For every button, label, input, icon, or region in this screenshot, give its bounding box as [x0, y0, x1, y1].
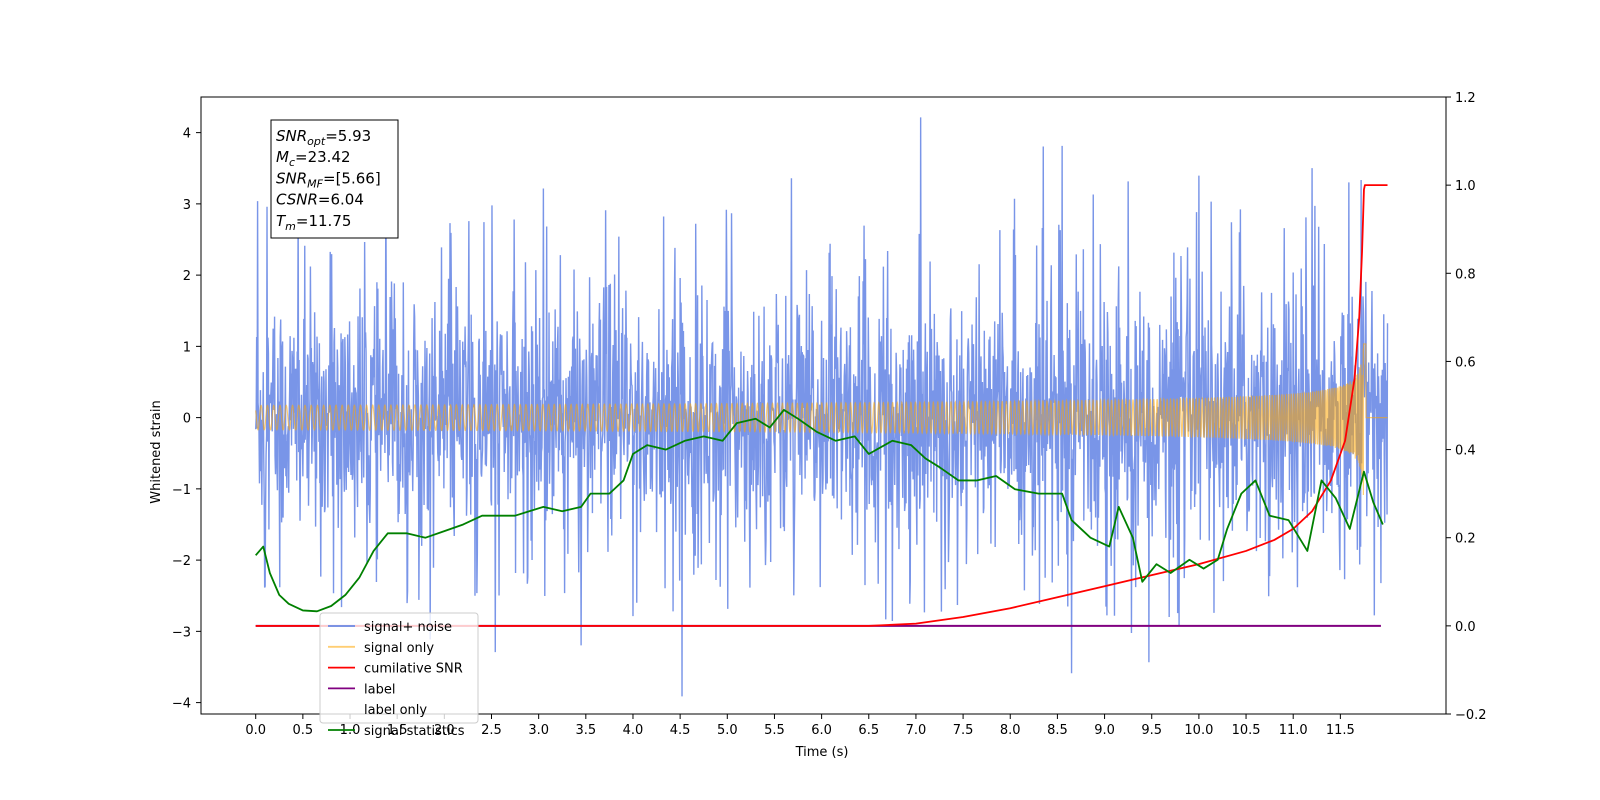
y2-tick-label: −0.2	[1455, 708, 1487, 723]
series-cumulative-snr	[255, 184, 1388, 627]
x-tick-label: 8.5	[1047, 723, 1068, 738]
x-tick-label: 10.0	[1184, 723, 1213, 738]
x-tick-label: 5.0	[717, 723, 738, 738]
plot-area	[255, 117, 1389, 697]
y2-tick-label: 0.8	[1455, 267, 1476, 282]
annotation-line: Mc=23.42	[276, 148, 351, 169]
x-tick-label: 9.5	[1141, 723, 1162, 738]
x-tick-label: 6.5	[858, 723, 879, 738]
y-tick-label: 4	[183, 127, 191, 142]
annotation-line: CSNR=6.04	[276, 191, 364, 209]
series-signal-statistics	[255, 409, 1384, 613]
x-tick-label: 3.0	[528, 723, 549, 738]
x-tick-label: 11.0	[1279, 723, 1308, 738]
y2-tick-label: 0.4	[1455, 444, 1476, 459]
legend-label: label only	[364, 703, 427, 718]
x-tick-label: 2.5	[481, 723, 502, 738]
legend-label: signal+ noise	[364, 620, 452, 635]
x-tick-label: 4.0	[623, 723, 644, 738]
legend-label: signal statistics	[364, 724, 465, 739]
y2-tick-label: 1.2	[1455, 91, 1476, 106]
x-tick-label: 9.0	[1094, 723, 1115, 738]
y-tick-label: −3	[172, 625, 191, 640]
x-tick-label: 7.5	[953, 723, 974, 738]
y-tick-label: 1	[183, 340, 191, 355]
stats-annotation: SNRopt=5.93Mc=23.42SNRMF=[5.66]CSNR=6.04…	[270, 119, 399, 239]
x-tick-label: 3.5	[575, 723, 596, 738]
y2-tick-label: 0.6	[1455, 355, 1476, 370]
x-tick-label: 6.0	[811, 723, 832, 738]
x-tick-label: 0.5	[293, 723, 314, 738]
y2-tick-label: 0.0	[1455, 620, 1476, 635]
x-tick-label: 7.0	[906, 723, 927, 738]
annotation-frame	[270, 119, 399, 239]
legend: signal+ noise signal only cumilative SNR la…	[319, 612, 479, 739]
y-axis-label: Whitened strain	[149, 400, 164, 503]
series-signal-only	[255, 343, 1388, 496]
y-tick-label: −4	[172, 697, 191, 712]
plot-frame	[200, 96, 1447, 715]
y-tick-label: 0	[183, 412, 191, 427]
legend-label: cumilative SNR	[364, 662, 463, 677]
annotation-line: SNRMF=[5.66]	[276, 169, 381, 190]
y-tick-label: −1	[172, 483, 191, 498]
x-tick-label: 0.0	[245, 723, 266, 738]
x-tick-label: 10.5	[1232, 723, 1261, 738]
axes-frame: 0.0 0.5 1.0 1.5 2.0 2.5 3.0 3.5 4.0 4.5 5.0 5.5 6.0 6…	[172, 91, 1487, 738]
y2-tick-label: 1.0	[1455, 179, 1476, 194]
x-tick-label: 1.5	[387, 723, 408, 738]
legend-label: signal only	[364, 641, 434, 656]
x-axis-label: Time (s)	[795, 745, 849, 760]
y-tick-label: 2	[183, 269, 191, 284]
legend-label: label	[364, 682, 395, 697]
legend-frame	[319, 612, 479, 724]
x-tick-label: 4.5	[670, 723, 691, 738]
y-tick-label: −2	[172, 554, 191, 569]
annotation-line: Tm=11.75	[276, 212, 351, 233]
series-signal-noise	[255, 117, 1389, 697]
x-tick-label: 2.0	[434, 723, 455, 738]
annotation-line: SNRopt=5.93	[276, 127, 371, 148]
x-tick-label: 11.5	[1326, 723, 1355, 738]
y2-tick-label: 0.2	[1455, 532, 1476, 547]
x-tick-label: 5.5	[764, 723, 785, 738]
y-tick-label: 3	[183, 198, 191, 213]
x-tick-label: 8.0	[1000, 723, 1021, 738]
